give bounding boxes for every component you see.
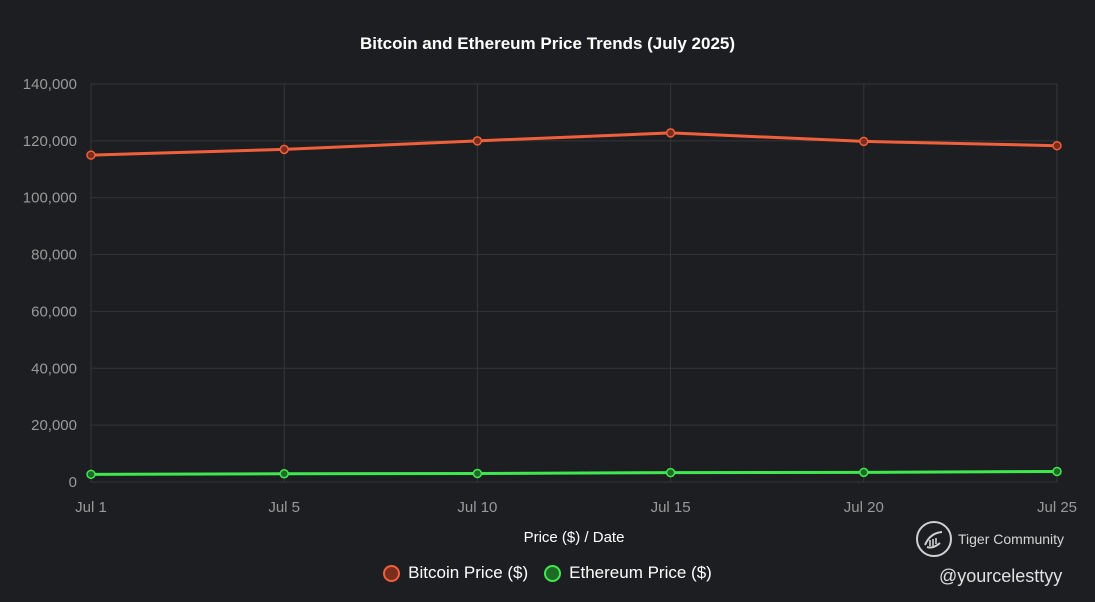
data-point-ethereum [1052,466,1062,477]
data-point-bitcoin [1052,140,1062,151]
data-point-bitcoin [279,144,289,155]
x-tick-label: Jul 5 [268,499,300,516]
legend-swatch-ethereum [544,564,562,582]
watermark-brand: Tiger Community [958,531,1065,547]
data-point-bitcoin [859,136,869,147]
data-point-ethereum [859,467,869,478]
data-point-ethereum [279,469,289,479]
y-tick-label: 0 [69,474,77,491]
tiger-community-logo-icon [916,521,952,557]
data-point-bitcoin [472,136,483,146]
x-tick-label: Jul 20 [844,499,884,516]
legend-item-ethereum[interactable]: Ethereum Price ($) [544,563,712,583]
x-tick-label: Jul 25 [1037,499,1077,516]
legend-item-bitcoin[interactable]: Bitcoin Price ($) [383,563,528,583]
legend-label-ethereum: Ethereum Price ($) [569,563,712,582]
x-axis-title: Price ($) / Date [524,529,625,546]
y-tick-label: 80,000 [31,247,77,264]
x-tick-label: Jul 10 [457,499,497,516]
x-tick-label: Jul 15 [651,499,691,516]
y-tick-label: 140,000 [23,76,77,93]
y-tick-label: 40,000 [31,360,77,377]
y-tick-label: 120,000 [23,133,77,150]
legend-swatch-bitcoin [383,564,401,582]
data-point-bitcoin [665,128,676,138]
data-point-ethereum [472,468,483,479]
chart-title: Bitcoin and Ethereum Price Trends (July … [359,34,736,53]
y-tick-label: 20,000 [31,417,77,434]
series-line-ethereum [90,469,1058,476]
x-tick-label: Jul 1 [75,499,107,516]
y-tick-label: 60,000 [31,303,77,320]
watermark: Tiger Community [916,521,1064,557]
series-line-bitcoin [90,131,1058,157]
data-point-bitcoin [86,150,96,160]
watermark-handle: @yourcelesttyy [939,566,1063,586]
chart-legend: Bitcoin Price ($) Ethereum Price ($) [0,563,1095,583]
data-point-ethereum [665,467,676,478]
legend-label-bitcoin: Bitcoin Price ($) [408,563,529,582]
data-point-ethereum [86,469,96,480]
y-tick-label: 100,000 [23,190,77,207]
